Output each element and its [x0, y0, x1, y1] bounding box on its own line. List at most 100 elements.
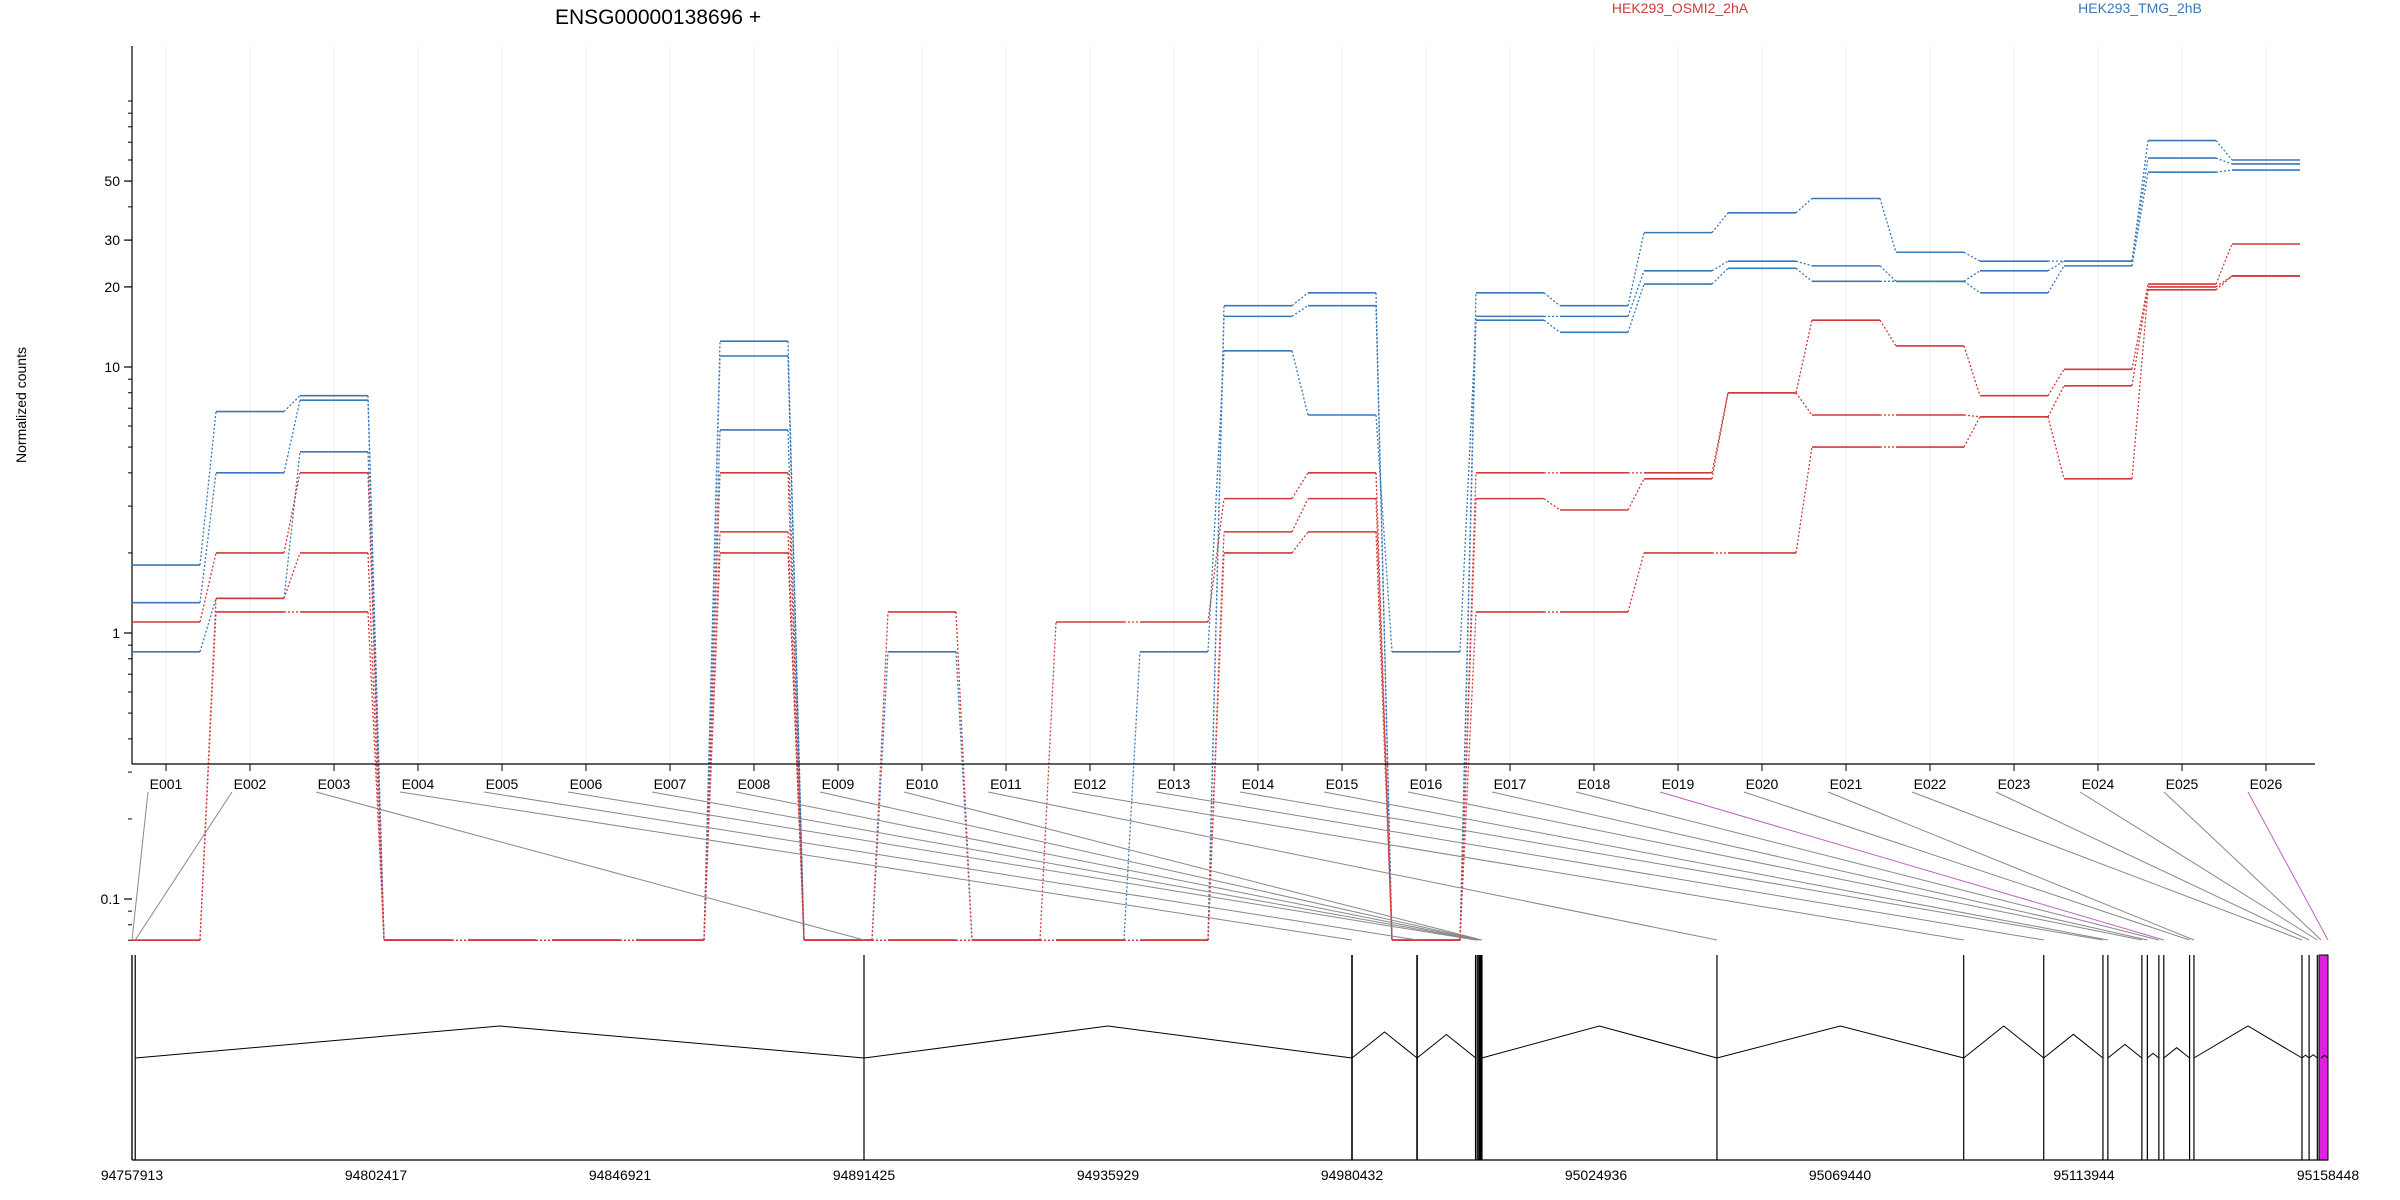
series-transition: [1627, 478, 1645, 511]
exon-connector: [1659, 791, 2164, 941]
exon-connector: [1407, 791, 2142, 941]
intron-line: [1481, 1025, 1718, 1059]
intron-line: [1963, 1025, 2045, 1059]
exon-label: E017: [1494, 776, 1527, 792]
series-transition: [787, 531, 805, 941]
series-transition: [703, 355, 721, 941]
exon-connector: [1155, 791, 2044, 941]
series-HEK293_TMG_2hB: [132, 139, 2300, 942]
series-transition: [1795, 446, 1813, 554]
series-transition: [2047, 265, 2065, 294]
exon-connector: [1239, 791, 2104, 941]
exon-connector: [1575, 791, 2159, 941]
exon-label: E016: [1410, 776, 1443, 792]
series-transition: [1627, 552, 1645, 613]
exon-connector: [1995, 791, 2310, 941]
series-transition: [367, 400, 385, 941]
exon-label: E012: [1074, 776, 1107, 792]
series-transition: [1291, 531, 1309, 554]
y-axis-title: Normalized counts: [13, 347, 29, 463]
exon-label: E021: [1830, 776, 1863, 792]
exon-label: E002: [234, 776, 267, 792]
series-transition: [1879, 319, 1897, 347]
series-transition: [2215, 169, 2233, 173]
exon-connector: [483, 791, 1418, 941]
series-transition: [1207, 552, 1225, 941]
series-transition: [1123, 651, 1141, 941]
chart-title: ENSG00000138696 +: [555, 6, 761, 29]
series-HEK293_OSMI2_2hA: [132, 275, 2300, 942]
exon-label: E025: [2166, 776, 2199, 792]
series-transition: [703, 552, 721, 941]
series-transition: [1963, 270, 1981, 282]
exon-connector: [2247, 791, 2329, 941]
series-transition: [2131, 283, 2149, 370]
series-transition: [1291, 350, 1309, 416]
series-transition: [871, 651, 889, 941]
exon-label: E001: [150, 776, 183, 792]
series-transition: [2215, 243, 2233, 285]
series-transition: [1963, 414, 1981, 418]
genomic-coordinate-label: 95158448: [2297, 1167, 2360, 1183]
intron-line: [1416, 1033, 1477, 1059]
series-transition: [1711, 267, 1729, 285]
exon-connector: [2163, 791, 2322, 941]
series-transition: [1459, 611, 1477, 941]
series-transition: [1291, 292, 1309, 307]
genomic-coordinate-label: 95024936: [1565, 1167, 1628, 1183]
exon-label: E009: [822, 776, 855, 792]
series-transition: [199, 611, 217, 941]
exon-label: E023: [1998, 776, 2031, 792]
series-transition: [1291, 498, 1309, 533]
intron-line: [2043, 1033, 2104, 1059]
genomic-coordinate-label: 95069440: [1809, 1167, 1872, 1183]
series-transition: [1795, 267, 1813, 282]
exon-label: E018: [1578, 776, 1611, 792]
series-transition: [1207, 498, 1225, 623]
genomic-coordinate-label: 94757913: [101, 1167, 164, 1183]
series-transition: [955, 611, 973, 941]
exon-connector: [1911, 791, 2303, 941]
y-tick-label: 20: [104, 279, 120, 295]
exon-connector: [987, 791, 1718, 941]
series-transition: [1039, 621, 1057, 941]
legend-label: HEK293_OSMI2_2hA: [1612, 0, 1749, 16]
series-transition: [1711, 392, 1729, 479]
series-transition: [1291, 305, 1309, 317]
series-transition: [2047, 416, 2065, 479]
series-transition: [2215, 275, 2233, 288]
intron-line: [1716, 1025, 1964, 1059]
intron-line: [2193, 1025, 2303, 1059]
intron-line: [2320, 1054, 2329, 1059]
series-transition: [1375, 498, 1393, 941]
series-transition: [283, 451, 301, 599]
exon-label: E010: [906, 776, 939, 792]
series-HEK293_TMG_2hB: [132, 169, 2300, 942]
exon-label: E014: [1242, 776, 1275, 792]
exon-connector: [315, 791, 865, 941]
intron-line: [2308, 1054, 2318, 1059]
exon-connector: [567, 791, 1476, 941]
series-transition: [1711, 260, 1729, 272]
series-transition: [2215, 140, 2233, 161]
intron-line: [2147, 1052, 2160, 1059]
series-transition: [1207, 316, 1225, 941]
exon-label: E020: [1746, 776, 1779, 792]
series-transition: [787, 429, 805, 941]
exon-connector: [735, 791, 1480, 941]
series-transition: [1543, 498, 1561, 511]
series-transition: [199, 472, 217, 603]
series-transition: [367, 611, 385, 941]
exon-connector: [819, 791, 1481, 941]
series-transition: [1795, 198, 1813, 214]
series-transition: [2131, 172, 2149, 266]
series-transition: [283, 400, 301, 473]
series-transition: [1963, 280, 1981, 294]
series-transition: [1879, 265, 1897, 282]
intron-line: [863, 1025, 1353, 1059]
exon-label: E007: [654, 776, 687, 792]
exon-connector: [2079, 791, 2318, 941]
series-transition: [1879, 198, 1897, 253]
series-transition: [787, 552, 805, 941]
